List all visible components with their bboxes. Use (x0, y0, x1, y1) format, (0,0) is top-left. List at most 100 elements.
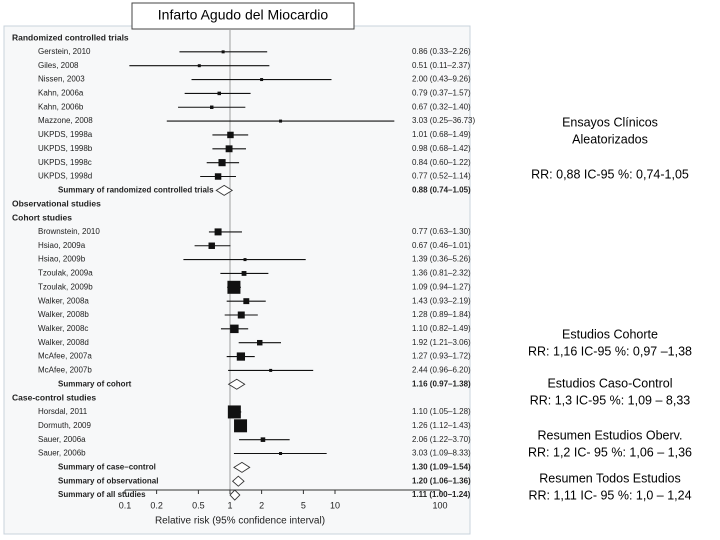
study-name: Sauer, 2006b (38, 449, 86, 458)
summary-diamond (229, 489, 241, 501)
summary-diamond (227, 378, 246, 390)
annotation: RR: 1,2 IC- 95 %: 1,06 – 1,36 (528, 445, 692, 459)
point-estimate (260, 78, 264, 82)
study-name: Walker, 2008a (38, 296, 89, 305)
point-estimate (243, 258, 247, 262)
x-tick-label: 2 (259, 500, 264, 510)
estimate-label: 0.84 (0.60–1.22) (412, 158, 471, 167)
point-estimate (214, 228, 222, 236)
summary-diamond (233, 461, 251, 473)
study-name: Dormuth, 2009 (38, 421, 91, 430)
annotation: RR: 1,16 IC-95 %: 0,97 –1,38 (528, 344, 692, 358)
annotation: Ensayos Clínicos (562, 115, 658, 129)
study-name: McAfee, 2007a (38, 352, 92, 361)
point-estimate (197, 64, 201, 68)
point-estimate (225, 145, 233, 153)
summary-diamond (231, 475, 245, 487)
estimate-label: 1.11 (1.00–1.24) (412, 490, 471, 499)
study-name: UKPDS, 1998b (38, 144, 93, 153)
section-heading: Case-control studies (12, 392, 96, 402)
study-name: Tzoulak, 2009a (38, 269, 93, 278)
study-name: UKPDS, 1998d (38, 172, 92, 181)
point-estimate (214, 173, 222, 180)
estimate-label: 0.77 (0.63–1.30) (412, 227, 471, 236)
study-name: Tzoulak, 2009b (38, 282, 93, 291)
estimate-label: 2.06 (1.22–3.70) (412, 435, 471, 444)
study-name: Sauer, 2006a (38, 435, 86, 444)
estimate-label: 1.92 (1.21–3.06) (412, 338, 471, 347)
estimate-label: 0.88 (0.74–1.05) (412, 185, 471, 194)
estimate-label: 1.36 (0.81–2.32) (412, 269, 471, 278)
x-tick-label: 0.2 (150, 500, 163, 510)
study-name: Gerstein, 2010 (38, 47, 91, 56)
x-tick-label: 100 (432, 500, 447, 510)
section-heading: Randomized controlled trials (12, 32, 129, 42)
estimate-label: 0.67 (0.32–1.40) (412, 102, 471, 111)
estimate-label: 0.51 (0.11–2.37) (412, 61, 470, 70)
point-estimate (279, 452, 283, 455)
estimate-label: 3.03 (1.09–8.33) (412, 449, 471, 458)
point-estimate (241, 271, 247, 276)
point-estimate (227, 131, 234, 139)
x-tick-label: 5 (301, 500, 306, 510)
point-estimate (217, 91, 222, 96)
study-name: Horsdal, 2011 (38, 407, 88, 416)
title-box (131, 2, 355, 30)
x-tick-label: 10 (330, 500, 340, 510)
estimate-label: 1.39 (0.36–5.26) (412, 255, 471, 264)
point-estimate (218, 159, 226, 167)
study-name: Walker, 2008c (38, 324, 88, 333)
study-name: Kahn, 2006a (38, 89, 84, 98)
summary-name: Summary of cohort (58, 379, 132, 388)
x-tick-label: 1 (227, 500, 232, 510)
point-estimate (221, 50, 225, 54)
point-estimate (257, 339, 263, 346)
point-estimate (234, 419, 248, 433)
estimate-label: 0.86 (0.33–2.26) (412, 47, 471, 56)
summary-name: Summary of case–control (58, 462, 156, 471)
estimate-label: 1.10 (1.05–1.28) (412, 407, 471, 416)
study-name: Walker, 2008d (38, 338, 89, 347)
point-estimate (279, 119, 283, 123)
study-name: Nissen, 2003 (38, 75, 85, 84)
point-estimate (236, 352, 246, 361)
estimate-label: 1.10 (0.82–1.49) (412, 324, 471, 333)
estimate-label: 2.00 (0.43–9.26) (412, 75, 471, 84)
summary-name: Summary of observational (58, 476, 158, 485)
estimate-label: 1.01 (0.68–1.49) (412, 130, 471, 139)
study-name: Giles, 2008 (38, 61, 79, 70)
study-name: Kahn, 2006b (38, 102, 84, 111)
x-tick-label: 0.1 (119, 500, 132, 510)
estimate-label: 0.77 (0.52–1.14) (412, 172, 471, 181)
x-axis-label: Relative risk (95% confidence interval) (155, 516, 325, 527)
estimate-label: 1.30 (1.09–1.54) (412, 462, 471, 471)
x-tick-label: 0.5 (192, 500, 205, 510)
estimate-label: 2.44 (0.96–6.20) (412, 366, 471, 375)
section-heading: Cohort studies (12, 212, 72, 222)
study-name: UKPDS, 1998c (38, 158, 92, 167)
estimate-label: 1.20 (1.06–1.36) (412, 476, 471, 485)
summary-name: Summary of randomized controlled trials (58, 185, 214, 194)
point-estimate (230, 324, 239, 334)
estimate-label: 3.03 (0.25–36.73) (412, 116, 475, 125)
study-name: Hsiao, 2009a (38, 241, 86, 250)
study-name: Brownstein, 2010 (38, 227, 100, 236)
annotation: RR: 1,3 IC-95 %: 1,09 – 8,33 (530, 393, 691, 407)
point-estimate (260, 437, 266, 442)
annotation: Estudios Caso-Control (547, 376, 672, 390)
annotation: Resumen Estudios Oberv. (538, 428, 683, 442)
estimate-label: 1.27 (0.93–1.72) (412, 352, 471, 361)
estimate-label: 0.98 (0.68–1.42) (412, 144, 471, 153)
study-name: UKPDS, 1998a (38, 130, 93, 139)
study-name: Walker, 2008b (38, 310, 89, 319)
point-estimate (208, 242, 215, 249)
section-heading: Observational studies (12, 198, 101, 208)
estimate-label: 1.28 (0.89–1.84) (412, 310, 471, 319)
annotation: RR: 0,88 IC-95 %: 0,74-1,05 (531, 167, 689, 181)
estimate-label: 0.67 (0.46–1.01) (412, 241, 471, 250)
point-estimate (237, 311, 245, 319)
study-name: McAfee, 2007b (38, 366, 92, 375)
estimate-label: 1.09 (0.94–1.27) (412, 282, 471, 291)
point-estimate (227, 280, 241, 294)
